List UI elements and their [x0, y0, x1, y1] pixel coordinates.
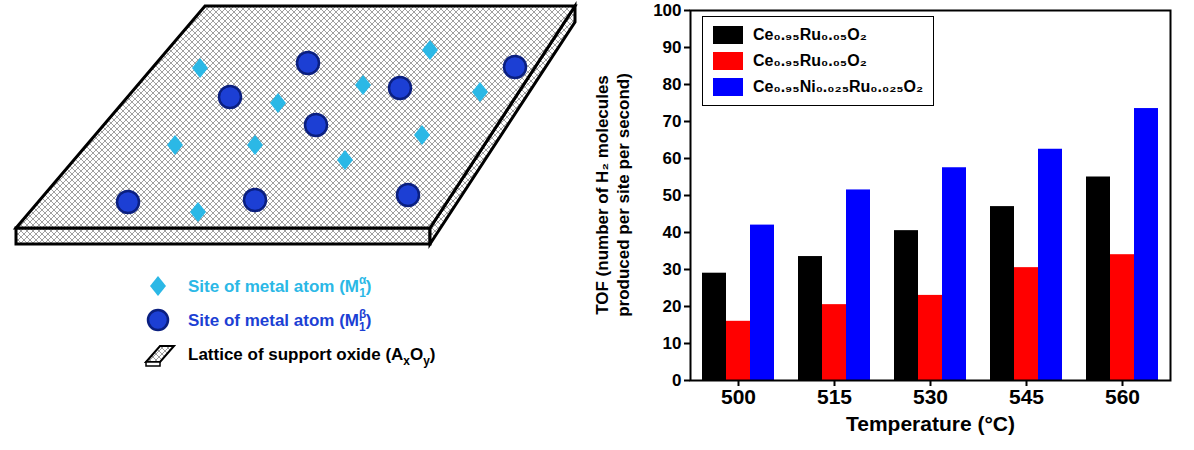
- svg-text:500: 500: [721, 385, 756, 408]
- svg-text:545: 545: [1009, 385, 1044, 408]
- svg-text:530: 530: [913, 385, 948, 408]
- svg-text:Temperature (°C): Temperature (°C): [846, 412, 1015, 435]
- html-text:Ce₀.₉₅Ru₀.₀₅O₂: Ce₀.₉₅Ru₀.₀₅O₂: [753, 26, 867, 43]
- svg-text:70: 70: [663, 112, 682, 131]
- svg-text:Lattice of support oxide (AxOy: Lattice of support oxide (AxOy): [188, 345, 436, 368]
- svg-text:40: 40: [663, 223, 682, 242]
- svg-text:Site of metal atom (Mα1): Site of metal atom (Mα1): [188, 273, 371, 300]
- svg-text:60: 60: [663, 149, 682, 168]
- svg-text:30: 30: [663, 260, 682, 279]
- svg-text:20: 20: [663, 297, 682, 316]
- svg-text:50: 50: [663, 186, 682, 205]
- svg-text:560: 560: [1105, 385, 1140, 408]
- svg-text:90: 90: [663, 38, 682, 57]
- svg-text:Site of metal atom (Mβ1): Site of metal atom (Mβ1): [188, 307, 371, 334]
- svg-text:100: 100: [653, 1, 681, 20]
- svg-text:0: 0: [672, 371, 681, 390]
- html-text:Ce₀.₉₅Ru₀.₀₅O₂: Ce₀.₉₅Ru₀.₀₅O₂: [753, 52, 867, 69]
- svg-text:10: 10: [663, 334, 682, 353]
- svg-text:80: 80: [663, 75, 682, 94]
- svg-text:TOF (number of H₂ moleculespro: TOF (number of H₂ moleculesproduced per …: [593, 73, 633, 317]
- html-text:Ce₀.₉₅Ni₀.₀₂₅Ru₀.₀₂₅O₂: Ce₀.₉₅Ni₀.₀₂₅Ru₀.₀₂₅O₂: [753, 78, 924, 95]
- svg-text:515: 515: [817, 385, 852, 408]
